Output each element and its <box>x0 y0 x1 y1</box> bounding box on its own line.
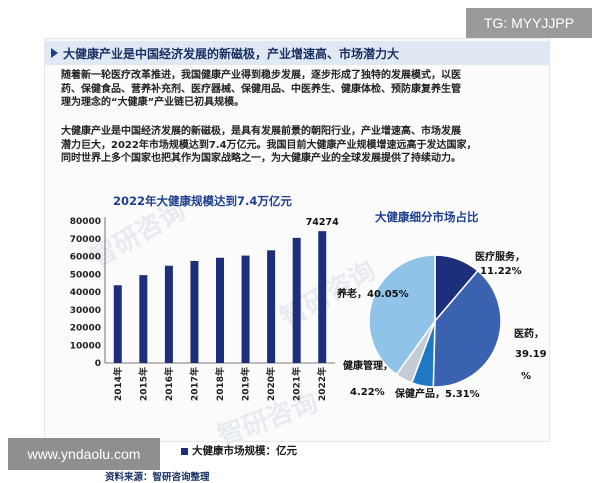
bar-chart-title: 2022年大健康规模达到7.4万亿元 <box>113 194 292 208</box>
paragraph-2: 大健康产业是中国经济发展的新磁极，是具有发展前景的朝阳行业，产业增速高、市场发展… <box>61 125 541 166</box>
bar <box>216 257 224 363</box>
x-tick-label: 2022年 <box>316 367 328 401</box>
pie-value-label: 4.22% <box>350 387 385 398</box>
pie-label: 健康管理， <box>343 359 393 372</box>
y-tick-label: 10000 <box>70 341 101 351</box>
bar <box>267 250 276 363</box>
bar <box>113 285 122 363</box>
y-tick-label: 30000 <box>70 306 101 316</box>
y-tick-label: 20000 <box>70 324 101 334</box>
bar <box>318 231 327 363</box>
pie-value-label: 39.19 <box>515 349 547 360</box>
y-tick-label: 0 <box>95 359 101 369</box>
bar <box>292 237 301 363</box>
paragraph-1: 随着新一轮医疗改革推进，我国健康产业得到稳步发展，逐步形成了独特的发展模式，以医… <box>61 69 541 110</box>
bottom-overlay-badge: www.yndaolu.com <box>8 438 160 470</box>
x-tick-label: 2020年 <box>265 367 277 401</box>
x-tick-label: 2014年 <box>112 367 124 401</box>
bar <box>164 265 173 363</box>
bar <box>139 275 148 363</box>
paragraph-2-line: 大健康产业是中国经济发展的新磁极，是具有发展前景的朝阳行业，产业增速高、市场发展 <box>61 126 461 137</box>
bar <box>190 260 199 363</box>
paragraph-1-line: 随着新一轮医疗改革推进，我国健康产业得到稳步发展，逐步形成了独特的发展模式，以医 <box>61 70 461 81</box>
bar-legend: 大健康市场规模：亿元 <box>181 443 297 458</box>
y-tick-label: 40000 <box>70 288 101 298</box>
pie-slice <box>432 269 502 388</box>
pie-chart-title: 大健康细分市场占比 <box>375 210 479 224</box>
article-card: 大健康产业是中国经济发展的新磁极，产业增速高、市场潜力大 随着新一轮医疗改革推进… <box>44 38 550 483</box>
y-tick-label: 80000 <box>70 217 101 227</box>
paragraph-2-line: 潜力巨大，2022年市场规模达到7.4万亿元。我国目前大健康产业规模增速远高于发… <box>61 139 477 151</box>
x-tick-label: 2015年 <box>137 367 149 401</box>
y-tick-label: 70000 <box>70 235 101 245</box>
legend-label: 大健康市场规模：亿元 <box>192 445 297 457</box>
pie-label: 保健产品，5.31% <box>394 387 480 400</box>
paragraph-1-line: 理为理念的“大健康”产业链已初具规模。 <box>61 97 245 108</box>
pie-label: 医疗服务， <box>475 250 525 263</box>
charts-svg: 0 10000 20000 30000 40000 50000 60000 70000 8000… <box>70 217 547 401</box>
section-header: 大健康产业是中国经济发展的新磁极，产业增速高、市场潜力大 <box>45 41 549 65</box>
bar <box>241 255 250 363</box>
section-title: 大健康产业是中国经济发展的新磁极，产业增速高、市场潜力大 <box>63 47 400 61</box>
paragraph-1-line: 药、保健食品、营养补充剂、医疗器械、保健用品、中医养生、健康体检、预防康复养生管 <box>61 83 461 95</box>
pie-value-label: 11.22% <box>480 266 522 277</box>
x-tick-label: 2018年 <box>214 367 226 401</box>
x-tick-label: 2016年 <box>163 367 175 401</box>
paragraph-2-line: 同时世界上多个国家也把其作为国家战略之一，为大健康产业的全球发展提供了持续动力。 <box>61 153 461 164</box>
x-tick-label: 2017年 <box>188 367 200 401</box>
source-note: 资料来源：智研咨询整理 <box>105 472 210 483</box>
y-tick-label: 60000 <box>70 253 101 263</box>
x-tick-label: 2021年 <box>291 367 303 401</box>
x-tick-label: 2019年 <box>240 367 252 401</box>
pie-value-unit: % <box>521 371 531 382</box>
top-overlay-badge: TG: MYYJJPP <box>466 8 592 38</box>
pie-label: 医药， <box>514 327 544 340</box>
y-tick-label: 50000 <box>70 270 101 280</box>
header-marker-icon <box>51 48 58 58</box>
pie-slice <box>368 254 436 376</box>
legend-swatch <box>181 447 188 455</box>
pie-label: 养老，40.05% <box>336 287 409 300</box>
data-label: 74274 <box>306 217 339 228</box>
